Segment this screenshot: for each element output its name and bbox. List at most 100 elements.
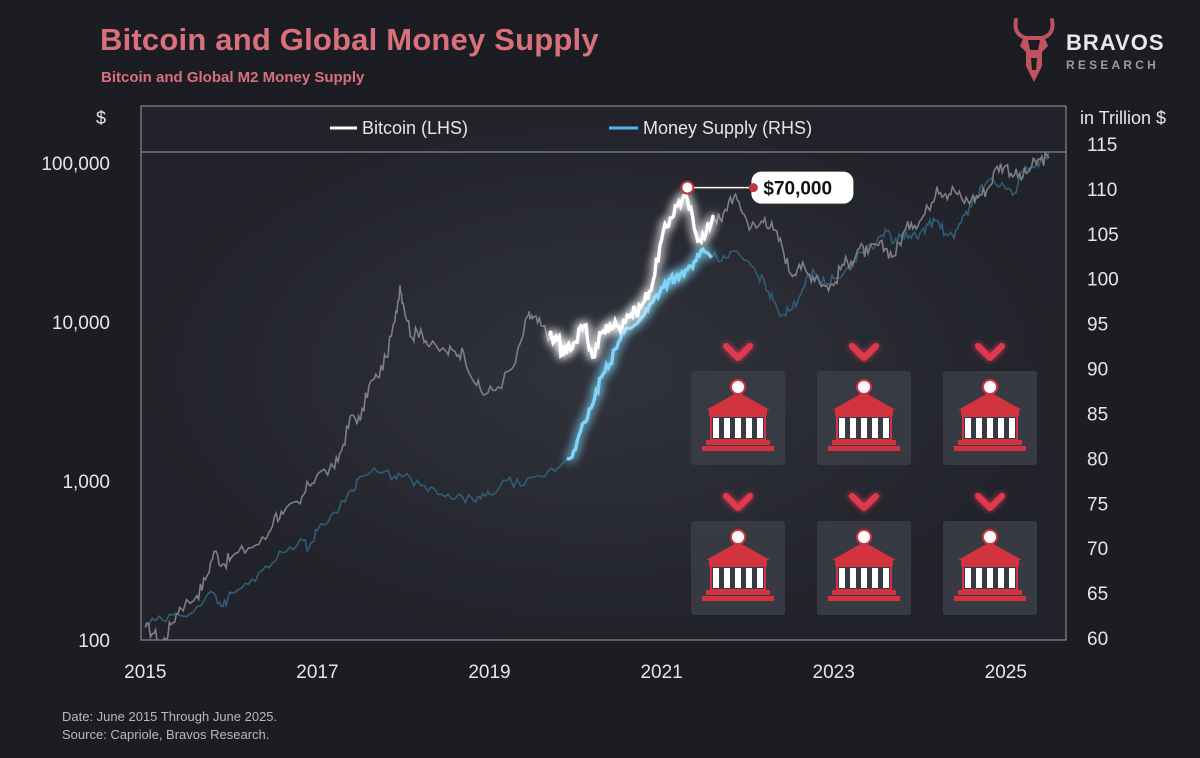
bank-grid: [691, 343, 1037, 615]
coin-icon: [856, 379, 872, 395]
bank-beam: [709, 560, 767, 566]
bank-column: [850, 568, 856, 588]
logo-name: BRAVOS: [1066, 30, 1165, 55]
annotation-label: $70,000: [763, 179, 832, 200]
coin-icon: [730, 529, 746, 545]
bank-base: [954, 446, 1026, 451]
bank-icon: [691, 371, 785, 465]
bank-roof: [832, 392, 896, 410]
bank-column: [724, 418, 730, 438]
bank-column: [861, 418, 867, 438]
right-tick-label: 80: [1087, 449, 1108, 470]
annotation-marker: [680, 180, 695, 195]
bank-step: [706, 590, 770, 595]
bank-column: [998, 418, 1004, 438]
bank-base: [828, 446, 900, 451]
chart: Bitcoin (LHS) Money Supply (RHS) $ in Tr…: [41, 105, 1166, 683]
bank-beam: [961, 560, 1019, 566]
chevron-down-icon: [849, 343, 879, 361]
bank-column: [839, 568, 845, 588]
x-tick-label: 2021: [640, 662, 682, 683]
footer-date: Date: June 2015 Through June 2025.: [62, 709, 278, 724]
bank-base: [828, 596, 900, 601]
bank-roof: [706, 392, 770, 410]
bank-beam: [835, 560, 893, 566]
bank-step: [706, 440, 770, 445]
legend-label-money-supply: Money Supply (RHS): [643, 118, 812, 138]
bank-base: [702, 596, 774, 601]
bravos-logo: BRAVOS RESEARCH: [1008, 16, 1178, 88]
bank-column: [1009, 418, 1015, 438]
coin-icon: [982, 529, 998, 545]
x-tick-label: 2023: [813, 662, 855, 683]
logo-subtitle: RESEARCH: [1066, 58, 1159, 72]
chart-subtitle: Bitcoin and Global M2 Money Supply: [101, 69, 365, 86]
bank-step: [832, 440, 896, 445]
bank-roof: [832, 542, 896, 560]
bank-column: [872, 418, 878, 438]
right-tick-label: 100: [1087, 270, 1119, 291]
bank-icon: [691, 521, 785, 615]
right-tick-label: 85: [1087, 404, 1108, 425]
bank-column: [724, 568, 730, 588]
bull-head-icon: [1013, 18, 1055, 82]
right-tick-label: 60: [1087, 629, 1108, 650]
chevron-down-icon: [975, 343, 1005, 361]
bank-column: [976, 568, 982, 588]
bank-icon: [817, 371, 911, 465]
bank-column: [713, 418, 719, 438]
right-tick-label: 75: [1087, 494, 1108, 515]
bank-column: [746, 418, 752, 438]
bank-column: [1009, 568, 1015, 588]
bank-column: [883, 418, 889, 438]
x-tick-label: 2025: [985, 662, 1027, 683]
x-tick-label: 2015: [124, 662, 166, 683]
bank-column: [998, 568, 1004, 588]
chevron-down-icon: [849, 493, 879, 511]
bank-column: [987, 568, 993, 588]
bank-icon: [817, 521, 911, 615]
bank-base: [702, 446, 774, 451]
footer: Date: June 2015 Through June 2025. Sourc…: [62, 708, 277, 744]
bank-column: [735, 568, 741, 588]
coin-icon: [982, 379, 998, 395]
bank-step: [958, 440, 1022, 445]
bank-column: [965, 568, 971, 588]
bitcoin-highlight: [548, 191, 715, 360]
bank-column: [735, 418, 741, 438]
bank-column: [850, 418, 856, 438]
bank-column: [839, 418, 845, 438]
right-tick-label: 90: [1087, 360, 1108, 381]
bank-roof: [958, 542, 1022, 560]
bank-column: [872, 568, 878, 588]
left-tick-label: 100: [78, 631, 110, 652]
chart-title: Bitcoin and Global Money Supply: [100, 22, 599, 57]
bank-step: [958, 590, 1022, 595]
left-axis-label: $: [96, 108, 106, 128]
x-tick-label: 2019: [468, 662, 510, 683]
footer-source: Source: Capriole, Bravos Research.: [62, 727, 270, 742]
bank-column: [861, 568, 867, 588]
right-axis-label: in Trillion $: [1080, 108, 1166, 128]
right-tick-label: 70: [1087, 539, 1108, 560]
bank-roof: [958, 392, 1022, 410]
bank-column: [987, 418, 993, 438]
chevron-down-icon: [723, 493, 753, 511]
chevron-down-icon: [975, 493, 1005, 511]
coin-icon: [856, 529, 872, 545]
bank-column: [757, 568, 763, 588]
left-tick-label: 10,000: [52, 313, 110, 334]
right-tick-label: 65: [1087, 584, 1108, 605]
bank-beam: [961, 410, 1019, 416]
bank-step: [832, 590, 896, 595]
legend-label-bitcoin: Bitcoin (LHS): [362, 118, 468, 138]
money-supply-highlight: [566, 246, 713, 461]
annotation-dot: [748, 183, 758, 193]
bank-icon: [943, 521, 1037, 615]
right-tick-label: 105: [1087, 225, 1119, 246]
bank-column: [757, 418, 763, 438]
bank-icon: [943, 371, 1037, 465]
bank-column: [965, 418, 971, 438]
bank-column: [883, 568, 889, 588]
bank-beam: [835, 410, 893, 416]
